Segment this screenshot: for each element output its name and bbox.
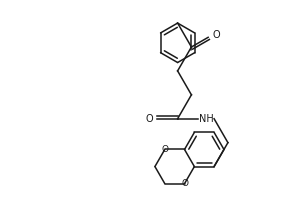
Text: O: O — [212, 30, 220, 40]
Text: O: O — [145, 114, 153, 124]
Text: O: O — [181, 179, 188, 188]
Text: O: O — [161, 145, 168, 154]
Text: NH: NH — [199, 114, 214, 124]
